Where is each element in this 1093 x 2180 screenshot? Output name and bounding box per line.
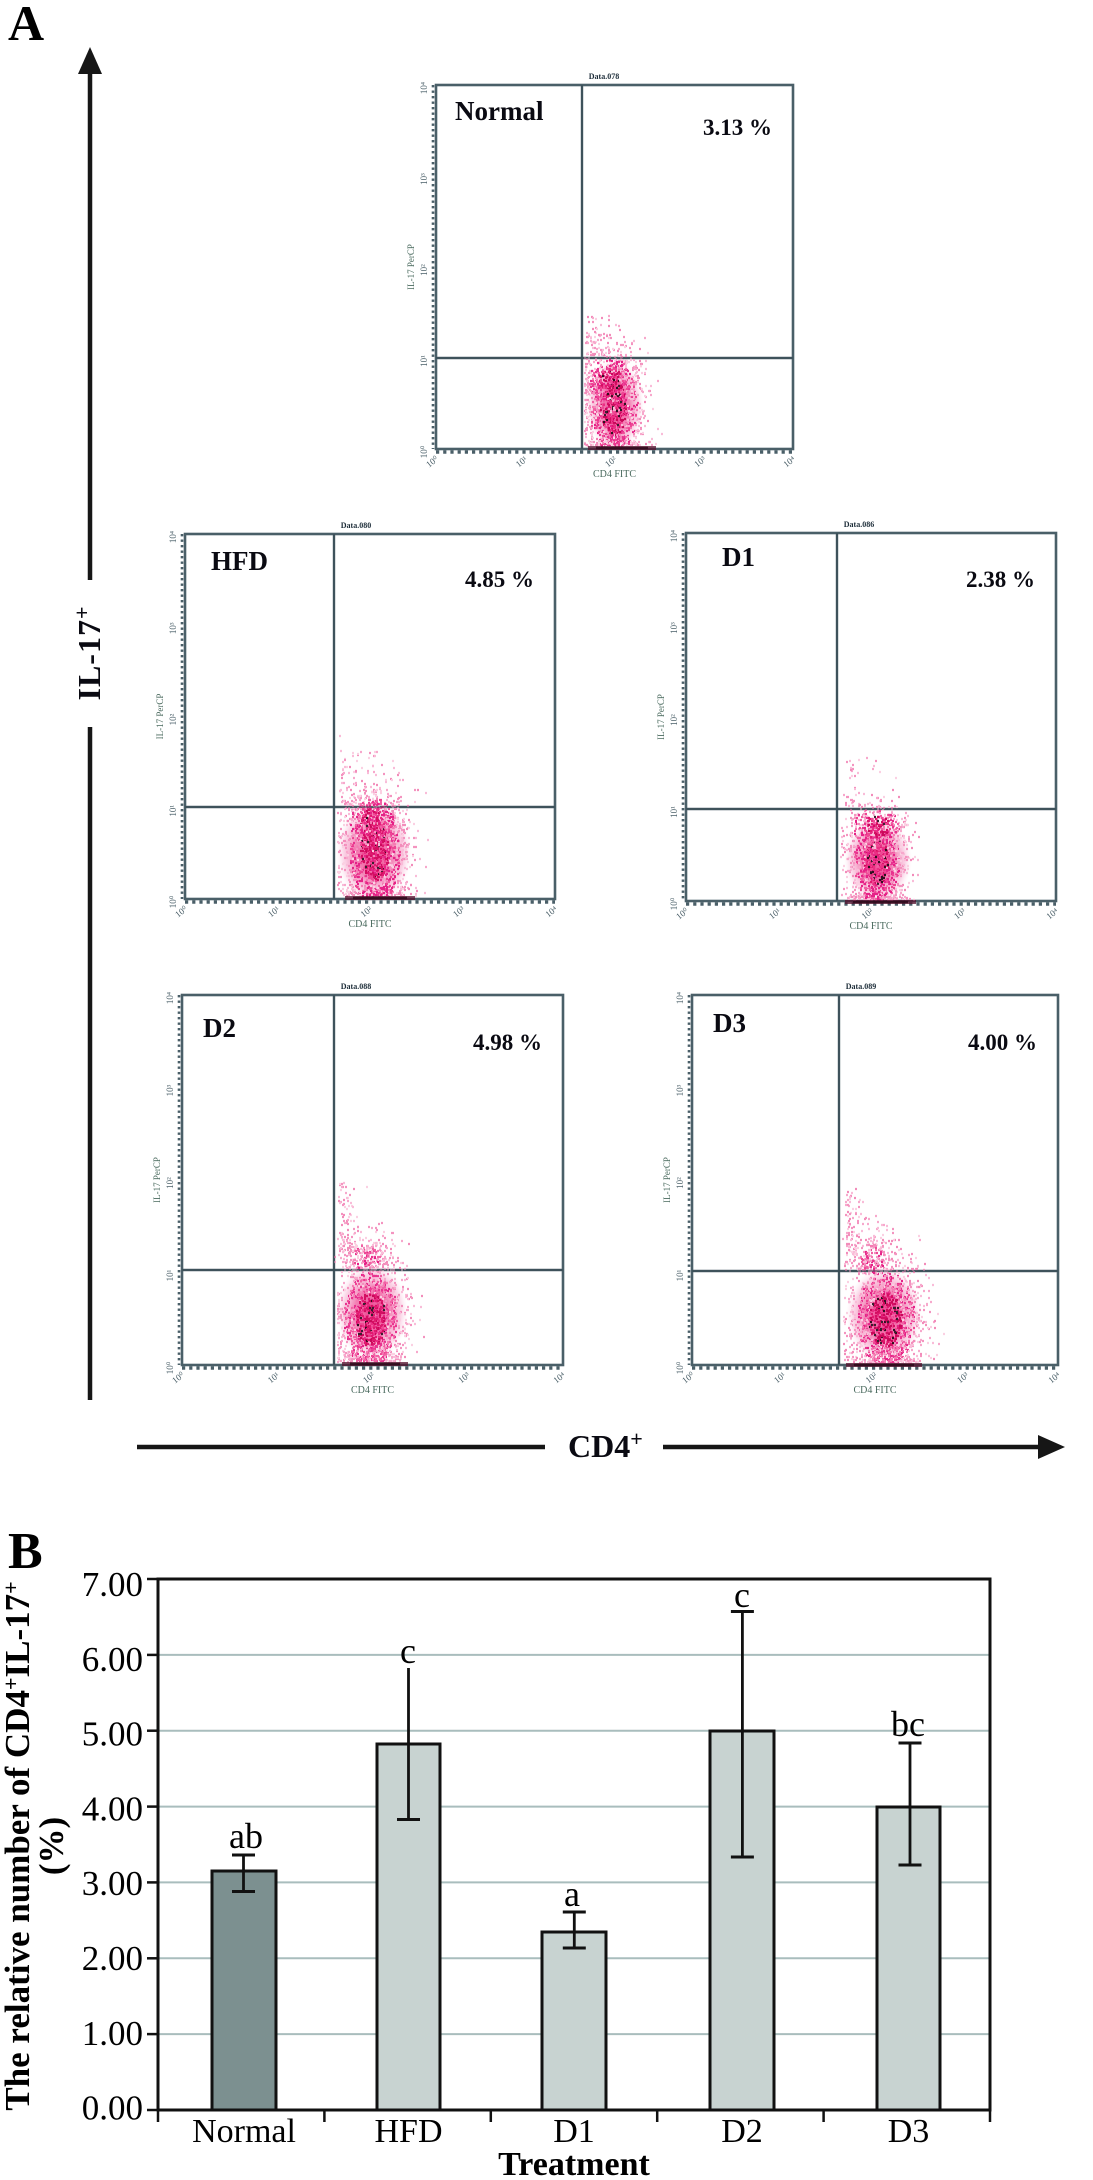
svg-text:10⁴: 10⁴ [551, 1370, 567, 1385]
svg-text:10⁰: 10⁰ [419, 445, 429, 458]
svg-text:3.00: 3.00 [82, 1864, 143, 1903]
svg-text:10³: 10³ [692, 454, 708, 469]
svg-text:B: B [8, 1523, 43, 1580]
svg-text:10³: 10³ [165, 1084, 175, 1096]
svg-text:1.00: 1.00 [82, 2014, 143, 2053]
svg-text:a: a [564, 1874, 580, 1914]
svg-text:10⁴: 10⁴ [168, 531, 178, 543]
svg-text:10²: 10² [603, 454, 619, 469]
svg-text:HFD: HFD [374, 2113, 442, 2150]
svg-text:The relative number of CD4+IL-: The relative number of CD4+IL-17+ [0, 1581, 37, 2110]
svg-text:10⁴: 10⁴ [419, 82, 429, 94]
svg-text:CD4+: CD4+ [568, 1426, 643, 1464]
svg-text:3.13 %: 3.13 % [703, 115, 772, 140]
svg-text:10³: 10³ [952, 906, 968, 921]
svg-text:ab: ab [229, 1816, 263, 1856]
svg-text:bc: bc [891, 1704, 925, 1744]
svg-text:4.85 %: 4.85 % [465, 567, 534, 592]
svg-text:IL-17 PerCP: IL-17 PerCP [662, 1157, 672, 1203]
svg-text:CD4 FITC: CD4 FITC [849, 921, 892, 932]
svg-text:(%): (%) [32, 1817, 71, 1875]
svg-text:10⁴: 10⁴ [1044, 906, 1060, 921]
svg-text:10³: 10³ [451, 904, 467, 919]
svg-text:4.00: 4.00 [82, 1789, 143, 1828]
svg-text:10³: 10³ [456, 1370, 472, 1385]
svg-text:10⁰: 10⁰ [675, 1361, 685, 1374]
svg-text:10⁰: 10⁰ [165, 1361, 175, 1374]
svg-text:10⁴: 10⁴ [781, 454, 797, 469]
svg-text:10¹: 10¹ [767, 906, 783, 921]
svg-text:10¹: 10¹ [669, 806, 679, 818]
svg-text:10¹: 10¹ [675, 1269, 685, 1281]
svg-text:Data.078: Data.078 [589, 72, 619, 81]
svg-text:10⁴: 10⁴ [165, 992, 175, 1004]
svg-text:10¹: 10¹ [266, 1370, 282, 1385]
svg-text:10⁴: 10⁴ [669, 530, 679, 542]
svg-text:D1: D1 [553, 2113, 595, 2150]
svg-text:4.00 %: 4.00 % [968, 1030, 1037, 1055]
svg-text:5.00: 5.00 [82, 1715, 143, 1754]
svg-text:10²: 10² [358, 904, 374, 919]
svg-text:IL-17 PerCP: IL-17 PerCP [152, 1157, 162, 1203]
svg-text:10³: 10³ [675, 1084, 685, 1096]
svg-text:10⁴: 10⁴ [675, 992, 685, 1004]
svg-text:10¹: 10¹ [168, 805, 178, 817]
svg-text:CD4 FITC: CD4 FITC [351, 1385, 394, 1396]
svg-text:10⁴: 10⁴ [543, 904, 559, 919]
svg-text:10²: 10² [165, 1177, 175, 1189]
svg-text:D2: D2 [203, 1013, 236, 1043]
svg-text:7.00: 7.00 [82, 1565, 143, 1604]
svg-text:10¹: 10¹ [772, 1370, 788, 1385]
svg-text:D3: D3 [888, 2113, 930, 2150]
svg-text:10⁰: 10⁰ [168, 895, 178, 908]
svg-text:Treatment: Treatment [498, 2146, 650, 2180]
svg-text:IL-17 PerCP: IL-17 PerCP [656, 694, 666, 740]
svg-text:Normal: Normal [455, 96, 544, 126]
svg-text:10²: 10² [419, 264, 429, 276]
svg-text:HFD: HFD [211, 546, 268, 576]
svg-text:10³: 10³ [168, 622, 178, 634]
svg-text:2.00: 2.00 [82, 1939, 143, 1978]
svg-text:6.00: 6.00 [82, 1640, 143, 1679]
svg-text:IL-17 PerCP: IL-17 PerCP [155, 694, 165, 740]
svg-text:c: c [734, 1575, 750, 1615]
svg-text:10¹: 10¹ [419, 355, 429, 367]
svg-text:D2: D2 [721, 2113, 763, 2150]
svg-text:Data.088: Data.088 [341, 982, 371, 991]
svg-text:10²: 10² [859, 906, 875, 921]
svg-text:A: A [8, 0, 44, 51]
svg-text:Data.080: Data.080 [341, 521, 371, 530]
svg-text:Normal: Normal [192, 2113, 296, 2150]
svg-text:10²: 10² [168, 713, 178, 725]
svg-text:CD4 FITC: CD4 FITC [348, 919, 391, 930]
svg-text:2.38 %: 2.38 % [966, 567, 1035, 592]
svg-text:10³: 10³ [419, 173, 429, 185]
svg-text:10¹: 10¹ [266, 904, 282, 919]
svg-text:IL-17 PerCP: IL-17 PerCP [406, 244, 416, 290]
svg-text:0.00: 0.00 [82, 2089, 143, 2128]
svg-text:IL-17+: IL-17+ [69, 606, 107, 701]
svg-text:4.98 %: 4.98 % [473, 1030, 542, 1055]
svg-text:Data.089: Data.089 [846, 982, 876, 991]
svg-text:10⁰: 10⁰ [669, 897, 679, 910]
svg-text:10¹: 10¹ [165, 1269, 175, 1281]
svg-text:10²: 10² [361, 1370, 377, 1385]
svg-text:10²: 10² [675, 1177, 685, 1189]
svg-text:10¹: 10¹ [514, 454, 530, 469]
svg-text:c: c [400, 1631, 416, 1671]
svg-text:10³: 10³ [955, 1370, 971, 1385]
svg-text:D1: D1 [722, 542, 755, 572]
svg-text:10²: 10² [863, 1370, 879, 1385]
svg-text:CD4 FITC: CD4 FITC [593, 469, 636, 480]
svg-text:D3: D3 [713, 1008, 746, 1038]
svg-text:10⁴: 10⁴ [1046, 1370, 1062, 1385]
svg-text:Data.086: Data.086 [844, 520, 874, 529]
svg-text:CD4 FITC: CD4 FITC [853, 1385, 896, 1396]
svg-text:10²: 10² [669, 714, 679, 726]
svg-text:10³: 10³ [669, 622, 679, 634]
